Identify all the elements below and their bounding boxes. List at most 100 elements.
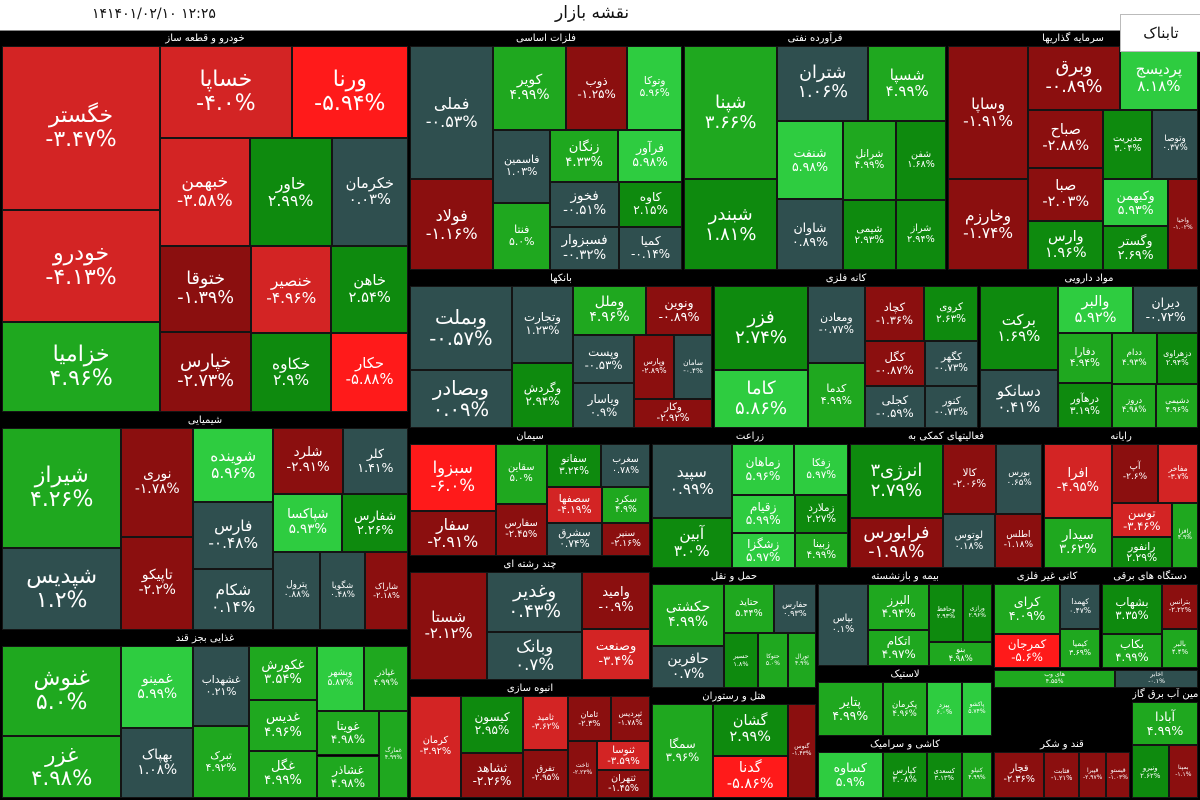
stock-tile[interactable]: سفارس -۲.۴۵% xyxy=(495,504,547,556)
stock-tile[interactable]: کروی ۲.۶۳% xyxy=(924,286,978,342)
stock-tile[interactable]: مدیریت ۳.۰۴% xyxy=(1103,109,1153,180)
stock-tile[interactable]: خبهمن -۳.۵۸% xyxy=(160,138,250,247)
stock-tile[interactable]: کیمیا ۳.۶۹% xyxy=(1060,629,1100,668)
stock-tile[interactable]: خاهن ۲.۵۴% xyxy=(331,246,408,333)
stock-tile[interactable]: شفارس ۲.۲۶% xyxy=(342,493,408,553)
stock-tile[interactable]: قثابت -۱.۲۱% xyxy=(1044,752,1079,798)
stock-tile[interactable]: پردیسج ۸.۱۸% xyxy=(1119,46,1198,110)
stock-tile[interactable]: اتکام ۴.۹۷% xyxy=(867,629,930,666)
stock-tile[interactable]: وبرق -۰.۸۹% xyxy=(1028,46,1120,110)
stock-tile[interactable]: گدنا -۵.۸۶% xyxy=(712,756,788,798)
stock-tile[interactable]: پاکشو ۵.۷۴% xyxy=(961,682,992,736)
stock-tile[interactable]: وخارزم -۱.۷۴% xyxy=(948,179,1029,270)
stock-tile[interactable]: بترانس -۲.۲۲% xyxy=(1161,584,1198,630)
stock-tile[interactable]: بمپنا -۱.۱% xyxy=(1168,745,1198,798)
stock-tile[interactable]: فزر ۲.۷۴% xyxy=(714,286,809,371)
stock-tile[interactable]: شوینده ۵.۹۶% xyxy=(193,428,274,502)
stock-tile[interactable]: ثنوسا -۳.۵۹% xyxy=(597,741,650,771)
stock-tile[interactable]: ددام ۴.۹۳% xyxy=(1112,333,1157,384)
stock-tile[interactable]: کدما ۴.۹۹% xyxy=(808,362,865,428)
stock-tile[interactable]: وحافظ ۲.۹۳% xyxy=(929,584,963,642)
stock-tile[interactable]: وگردش ۲.۹۴% xyxy=(511,362,574,428)
stock-tile[interactable]: کیسون ۲.۹۵% xyxy=(460,696,524,753)
stock-tile[interactable]: حكار -۵.۸۸% xyxy=(331,332,408,412)
stock-tile[interactable]: سنیر -۲.۱۶% xyxy=(601,522,650,556)
stock-tile[interactable]: کگهر -۰.۷۳% xyxy=(925,341,978,386)
stock-tile[interactable]: کالا -۲.۰۶% xyxy=(942,444,997,514)
stock-tile[interactable]: آبادا ۴.۹۹% xyxy=(1132,702,1198,746)
stock-tile[interactable]: دسانکو ۰.۴۱% xyxy=(980,370,1058,428)
stock-tile[interactable]: غویتا ۴.۹۸% xyxy=(317,711,379,756)
stock-tile[interactable]: آبین ۳.۰% xyxy=(652,517,732,568)
stock-tile[interactable]: وغدیر ۰.۴۳% xyxy=(487,572,583,632)
stock-tile[interactable]: کاوه ۲.۱۵% xyxy=(619,181,682,227)
stock-tile[interactable]: خساپا -۴.۰% xyxy=(160,46,292,139)
stock-tile[interactable]: سامان -۰.۴% xyxy=(674,334,712,399)
stock-tile[interactable]: اطلس -۱.۱۸% xyxy=(994,513,1042,568)
stock-tile[interactable]: صباح -۲.۸۸% xyxy=(1028,109,1104,169)
stock-tile[interactable]: حکشتی ۴.۹۹% xyxy=(652,584,725,646)
stock-tile[interactable]: کمیا -۰.۱۴% xyxy=(619,226,682,270)
stock-tile[interactable]: توسن -۳.۴۶% xyxy=(1111,502,1172,537)
stock-tile[interactable]: ومعادن -۰.۷۷% xyxy=(808,286,865,363)
stock-tile[interactable]: شفن ۱.۶۸% xyxy=(896,120,946,201)
stock-tile[interactable]: وملل ۴.۹۶% xyxy=(573,286,647,335)
stock-tile[interactable]: شبندر ۱.۸۱% xyxy=(684,179,778,270)
stock-tile[interactable]: کجلی -۰.۵۹% xyxy=(864,386,926,428)
stock-tile[interactable]: خنصير -۴.۹۶% xyxy=(251,246,332,333)
stock-tile[interactable]: سپید ۰.۹۹% xyxy=(652,444,732,518)
stock-tile[interactable]: شپنا ۳.۶۶% xyxy=(684,46,778,180)
stock-tile[interactable]: گنوس -۱.۴۳% xyxy=(787,704,816,798)
stock-tile[interactable]: ویاسار ۰.۹% xyxy=(573,383,634,428)
stock-tile[interactable]: خکاوه ۲.۹% xyxy=(251,332,332,412)
stock-tile[interactable]: بپاس ۰.۱% xyxy=(818,584,868,666)
stock-tile[interactable]: وپست -۰.۵۳% xyxy=(573,334,634,383)
stock-tile[interactable]: بشهاب ۳.۳۵% xyxy=(1102,584,1162,634)
stock-tile[interactable]: شسپا ۴.۹۹% xyxy=(868,46,946,121)
stock-tile[interactable]: حفارس ۰.۹۳% xyxy=(773,584,816,634)
stock-tile[interactable]: سصفها -۴.۱۹% xyxy=(546,487,602,523)
stock-tile[interactable]: وبشهر ۵.۸۷% xyxy=(317,646,364,712)
stock-tile[interactable]: ورازی ۲.۹۶% xyxy=(962,584,992,642)
stock-tile[interactable]: پترول ۰.۸۸% xyxy=(273,552,321,630)
stock-tile[interactable]: بهپاک ۱.۰۸% xyxy=(121,728,194,798)
stock-tile[interactable]: قچار -۲.۳۶% xyxy=(994,752,1045,798)
stock-tile[interactable]: زشگزا ۵.۹۷% xyxy=(731,533,795,568)
stock-tile[interactable]: ختوقا -۱.۳۹% xyxy=(160,246,252,332)
stock-tile[interactable]: وبملت -۰.۵۷% xyxy=(410,286,512,371)
stock-tile[interactable]: کلر ۱.۴۱% xyxy=(342,428,408,494)
stock-tile[interactable]: ثپردیس -۱.۷۸% xyxy=(610,696,650,742)
stock-tile[interactable]: وکار -۲.۹۲% xyxy=(633,398,712,428)
stock-tile[interactable]: کچاد -۱.۳۶% xyxy=(864,286,925,342)
stock-tile[interactable]: کاما ۵.۸۶% xyxy=(714,370,809,428)
stock-tile[interactable]: سکرد ۴.۹% xyxy=(601,487,650,523)
stock-tile[interactable]: وبانک ۰.۷% xyxy=(487,631,583,680)
stock-tile[interactable]: غگل ۴.۹۹% xyxy=(248,750,318,798)
stock-tile[interactable]: شیراز ۴.۲۶% xyxy=(2,428,122,549)
stock-tile[interactable]: ثشاهد -۲.۲۶% xyxy=(460,752,524,798)
stock-tile[interactable]: فرآور ۵.۹۸% xyxy=(618,129,682,182)
stock-tile[interactable]: تورال ۴.۹% xyxy=(788,633,816,688)
stock-tile[interactable]: کویر ۴.۹۹% xyxy=(493,46,566,130)
stock-tile[interactable]: شیمی ۲.۹۳% xyxy=(842,200,896,270)
stock-tile[interactable]: کسعدی ۳.۱۳% xyxy=(926,752,962,798)
stock-tile[interactable]: حافرین ۰.۷% xyxy=(652,645,725,688)
stock-tile[interactable]: وپارس -۲.۸۹% xyxy=(633,334,675,399)
stock-tile[interactable]: انرژی۳ ۲.۷۹% xyxy=(850,444,943,518)
stock-tile[interactable]: بورس ۰.۶۵% xyxy=(996,444,1042,514)
stock-tile[interactable]: بنو ۴.۹۸% xyxy=(929,641,992,666)
stock-tile[interactable]: البرز ۴.۹۴% xyxy=(867,584,930,630)
stock-tile[interactable]: رانفور ۲.۲۹% xyxy=(1111,536,1172,568)
stock-tile[interactable]: بکاب ۴.۹۹% xyxy=(1102,633,1162,668)
stock-tile[interactable]: ثتهران -۱.۴۵% xyxy=(597,770,650,798)
stock-tile[interactable]: شراز ۲.۹۴% xyxy=(895,200,946,270)
stock-tile[interactable]: شرانل ۴.۹۹% xyxy=(842,120,897,201)
stock-tile[interactable]: دزهراوی ۲.۹۴% xyxy=(1156,333,1198,384)
stock-tile[interactable]: ذوب -۱.۲۵% xyxy=(565,46,628,130)
stock-tile[interactable]: فاسمین ۱.۰۳% xyxy=(493,129,551,203)
stock-tile[interactable]: کپارس ۳.۰۸% xyxy=(882,752,927,798)
stock-tile[interactable]: قپیرا -۲.۹۷% xyxy=(1078,752,1107,798)
stock-tile[interactable]: صبا -۲.۰۳% xyxy=(1028,168,1104,222)
stock-tile[interactable]: وکبهمن ۵.۹۳% xyxy=(1103,179,1168,226)
stock-tile[interactable]: شپدیس ۱.۲% xyxy=(2,548,122,630)
